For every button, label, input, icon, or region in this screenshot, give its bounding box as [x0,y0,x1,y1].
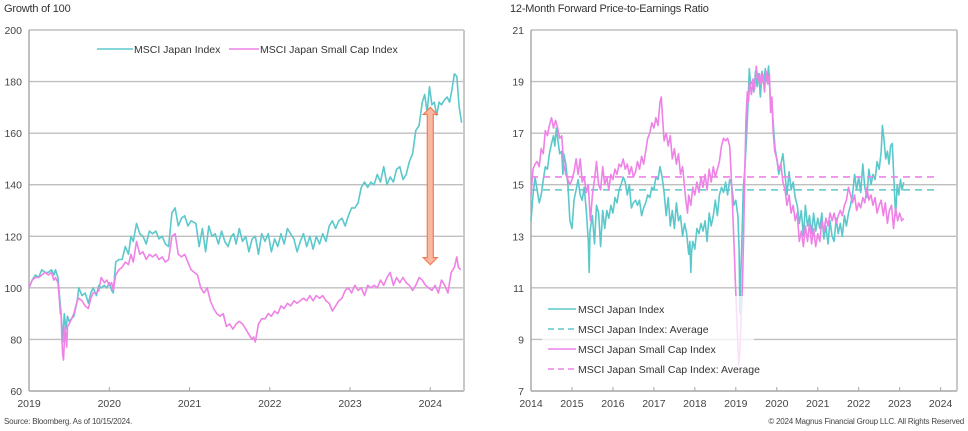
right-x-tick-label: 2017 [642,398,666,410]
right-x-tick-label: 2022 [847,398,871,410]
left-y-tick-label: 60 [10,386,22,398]
right-y-tick-label: 9 [518,334,524,346]
left-y-tick-label: 120 [4,231,22,243]
source-note: Source: Bloomberg. As of 10/15/2024. [4,417,132,426]
right-x-tick-label: 2018 [683,398,707,410]
left-series-line-1 [28,232,462,361]
right-y-tick-label: 17 [512,128,524,140]
right-x-tick-label: 2024 [929,398,953,410]
right-series-line-0 [530,65,905,315]
right-x-tick-label: 2019 [724,398,748,410]
gap-double-arrow [421,106,439,266]
left-x-tick-label: 2022 [258,398,282,410]
right-legend-label: MSCI Japan Index: Average [578,324,709,336]
left-chart-title: Growth of 100 [4,3,71,15]
left-legend-label: MSCI Japan Index [134,44,221,56]
left-y-tick-label: 140 [4,180,22,192]
right-x-tick-label: 2021 [806,398,830,410]
left-legend-label: MSCI Japan Small Cap Index [260,44,398,56]
left-series-line-0 [28,73,463,343]
right-legend-label: MSCI Japan Small Cap Index: Average [578,364,760,376]
left-y-tick-label: 160 [4,128,22,140]
right-x-tick-label: 2023 [888,398,912,410]
copyright-note: © 2024 Magnus Financial Group LLC. All R… [768,417,964,426]
right-y-tick-label: 13 [512,231,524,243]
right-y-tick-label: 15 [512,180,524,192]
left-y-tick-label: 80 [10,334,22,346]
left-x-tick-label: 2019 [17,398,41,410]
left-y-tick-label: 200 [4,25,22,37]
right-legend-backdrop [542,296,754,378]
right-x-tick-label: 2016 [601,398,625,410]
right-chart-title: 12-Month Forward Price-to-Earnings Ratio [510,3,709,15]
left-y-tick-label: 100 [4,283,22,295]
right-y-tick-label: 11 [513,283,524,295]
left-x-tick-label: 2021 [178,398,202,410]
right-series-line-2 [530,65,905,366]
right-x-tick-label: 2014 [519,398,543,410]
left-x-tick-label: 2024 [419,398,443,410]
right-x-tick-label: 2020 [765,398,789,410]
right-y-tick-label: 19 [512,77,524,89]
left-x-tick-label: 2023 [338,398,362,410]
right-x-tick-label: 2015 [560,398,584,410]
right-legend-label: MSCI Japan Small Cap Index [578,344,716,356]
right-y-tick-label: 21 [512,25,524,37]
left-x-tick-label: 2020 [98,398,122,410]
left-y-tick-label: 180 [4,77,22,89]
right-y-tick-label: 7 [518,386,524,398]
right-legend-label: MSCI Japan Index [578,304,665,316]
